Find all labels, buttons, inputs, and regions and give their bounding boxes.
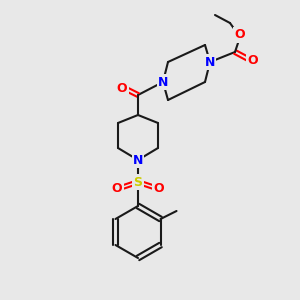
Text: N: N bbox=[133, 154, 143, 166]
Text: O: O bbox=[112, 182, 122, 194]
Text: N: N bbox=[158, 76, 168, 88]
Text: O: O bbox=[235, 28, 245, 41]
Text: S: S bbox=[134, 176, 142, 188]
Text: O: O bbox=[117, 82, 127, 94]
Text: O: O bbox=[248, 53, 258, 67]
Text: N: N bbox=[205, 56, 215, 68]
Text: O: O bbox=[154, 182, 164, 194]
